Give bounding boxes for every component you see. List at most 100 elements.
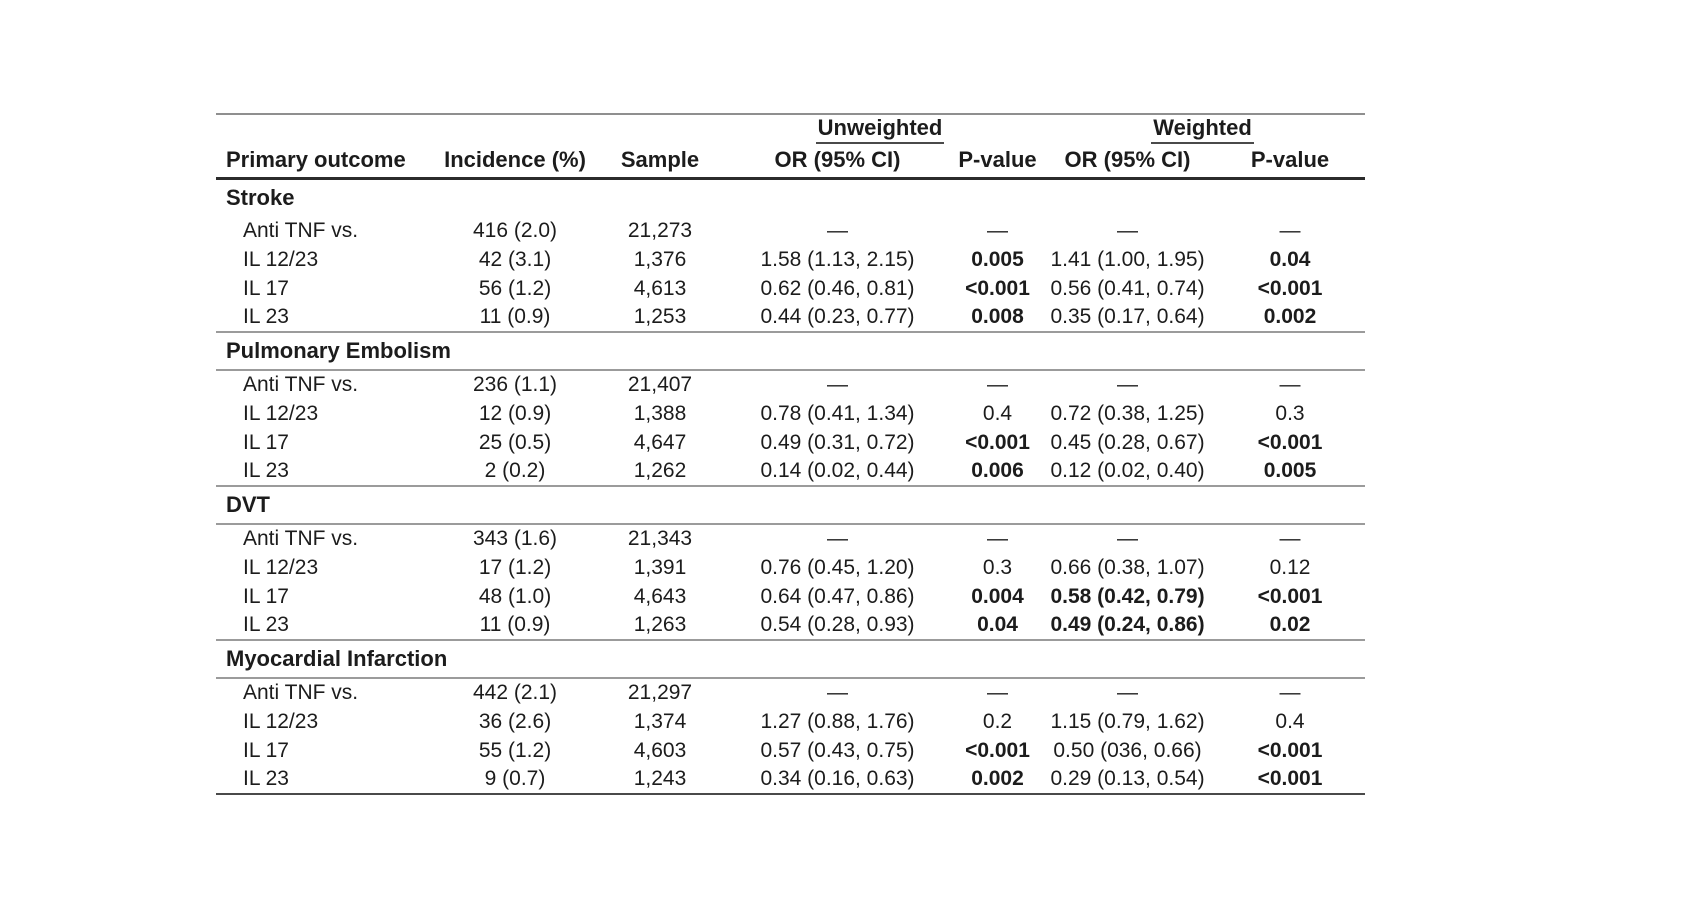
pvalue-weighted-cell: <0.001 [1257,767,1323,790]
or-unweighted-cell: 0.54 (0.28, 0.93) [760,613,915,636]
outcomes-table: Unweighted Weighted Primary outcome Inci… [216,113,1366,795]
table-row: IL 23 11 (0.9) 1,253 0.44 (0.23, 0.77) 0.008… [216,303,1365,332]
or-weighted-cell: 1.15 (0.79, 1.62) [1050,709,1205,733]
incidence-cell: 9 (0.7) [484,767,546,790]
group-header-row: Unweighted Weighted [216,114,1366,144]
or-unweighted-cell: 0.49 (0.31, 0.72) [760,430,915,454]
incidence-cell: 42 (3.1) [478,247,552,271]
pvalue-weighted-cell: 0.005 [1263,459,1317,482]
col-header-or-unweighted: OR (95% CI) [774,147,901,173]
pvalue-unweighted-cell: — [987,527,1008,550]
incidence-cell: 236 (1.1) [472,373,558,396]
pvalue-weighted-cell: — [1279,218,1301,242]
sample-cell: 21,407 [627,373,693,396]
section-title-myocardial-infarction: Myocardial Infarction [226,646,448,671]
or-unweighted-cell: — [827,373,848,396]
table-row: IL 23 2 (0.2) 1,262 0.14 (0.02, 0.44) 0.006 0… [216,457,1365,486]
incidence-cell: 48 (1.0) [478,584,552,608]
outcome-cell: Anti TNF vs. [243,527,359,550]
col-header-primary-outcome: Primary outcome [226,147,406,173]
sample-cell: 1,253 [633,305,687,328]
table-row: Anti TNF vs. 416 (2.0) 21,273 — — — — [216,216,1365,245]
pvalue-weighted-cell: 0.02 [1269,613,1311,636]
pvalue-unweighted-cell: <0.001 [965,430,1030,454]
table-row: IL 17 25 (0.5) 4,647 0.49 (0.31, 0.72) <0.00… [216,428,1365,457]
or-unweighted-cell: 0.44 (0.23, 0.77) [760,305,915,328]
outcome-cell: IL 12/23 [243,709,319,733]
incidence-cell: 11 (0.9) [479,613,551,636]
pvalue-unweighted-cell: 0.3 [982,555,1013,579]
outcomes-table-container: Unweighted Weighted Primary outcome Inci… [216,113,1366,795]
group-header-unweighted: Unweighted [815,115,945,144]
pvalue-unweighted-cell: 0.04 [977,613,1018,636]
pvalue-unweighted-cell: 0.008 [971,305,1024,328]
incidence-cell: 442 (2.1) [472,681,558,704]
or-unweighted-cell: — [827,681,848,704]
or-weighted-cell: — [1117,527,1139,550]
incidence-cell: 25 (0.5) [478,430,552,454]
or-weighted-cell: 0.50 (036, 0.66) [1053,738,1202,762]
table-row: IL 23 11 (0.9) 1,263 0.54 (0.28, 0.93) 0.04 0… [216,611,1365,640]
col-header-incidence: Incidence (%) [444,147,586,173]
or-weighted-cell: 0.72 (0.38, 1.25) [1050,401,1205,425]
outcome-cell: IL 17 [243,430,289,454]
or-weighted-cell: 0.56 (0.41, 0.74) [1050,276,1205,300]
table-row: Anti TNF vs. 343 (1.6) 21,343 — — — — [216,524,1365,553]
table-row: IL 23 9 (0.7) 1,243 0.34 (0.16, 0.63) 0.002 0… [216,765,1365,794]
pvalue-unweighted-cell: 0.005 [971,247,1024,271]
incidence-cell: 343 (1.6) [472,527,558,550]
section-title-stroke: Stroke [226,184,295,210]
sample-cell: 4,647 [633,430,687,454]
incidence-cell: 12 (0.9) [478,401,552,425]
incidence-cell: 56 (1.2) [478,276,552,300]
table-row: IL 17 48 (1.0) 4,643 0.64 (0.47, 0.86) 0.004… [216,582,1365,611]
or-unweighted-cell: 0.14 (0.02, 0.44) [760,459,915,482]
or-weighted-cell: 0.29 (0.13, 0.54) [1050,767,1205,790]
outcome-cell: IL 17 [243,276,289,300]
outcome-cell: Anti TNF vs. [243,373,359,396]
outcome-cell: Anti TNF vs. [243,218,359,242]
or-weighted-cell: 0.49 (0.24, 0.86) [1050,613,1205,636]
pvalue-weighted-cell: <0.001 [1257,738,1323,762]
sample-cell: 1,243 [633,767,687,790]
pvalue-unweighted-cell: — [987,218,1008,242]
or-unweighted-cell: 0.57 (0.43, 0.75) [760,738,915,762]
pvalue-weighted-cell: <0.001 [1257,276,1323,300]
outcome-cell: IL 12/23 [243,401,319,425]
group-header-spacer [216,114,720,144]
section-row-stroke: Stroke [216,178,1365,216]
or-unweighted-cell: 0.34 (0.16, 0.63) [760,767,915,790]
or-weighted-cell: 0.58 (0.42, 0.79) [1050,584,1205,608]
incidence-cell: 416 (2.0) [472,218,558,242]
group-header-unweighted-cell: Unweighted [720,114,1040,144]
or-weighted-cell: 0.45 (0.28, 0.67) [1050,430,1205,454]
col-header-sample: Sample [620,147,700,173]
table-body: Stroke Anti TNF vs. 416 (2.0) 21,273 — — — — IL … [216,178,1366,794]
section-row-pulmonary-embolism: Pulmonary Embolism [216,332,1366,370]
table-row: IL 12/23 12 (0.9) 1,388 0.78 (0.41, 1.34) 0.… [216,399,1365,428]
or-unweighted-cell: — [827,218,848,242]
sample-cell: 4,613 [633,276,687,300]
or-weighted-cell: — [1117,218,1139,242]
sample-cell: 21,273 [627,218,693,242]
column-header-row: Primary outcome Incidence (%) Sample OR … [216,144,1366,178]
or-weighted-cell: — [1117,373,1139,396]
table-row: IL 12/23 36 (2.6) 1,374 1.27 (0.88, 1.76) 0.… [216,707,1365,736]
or-unweighted-cell: 1.58 (1.13, 2.15) [760,247,915,271]
sample-cell: 1,374 [633,709,687,733]
pvalue-unweighted-cell: 0.004 [971,584,1024,608]
col-header-pvalue-weighted: P-value [1250,147,1330,173]
incidence-cell: 36 (2.6) [478,709,552,733]
pvalue-weighted-cell: — [1279,373,1301,396]
outcome-cell: IL 17 [243,738,289,762]
or-weighted-cell: — [1117,681,1139,704]
pvalue-unweighted-cell: <0.001 [965,276,1030,300]
or-weighted-cell: 0.12 (0.02, 0.40) [1050,459,1205,482]
table-row: IL 17 55 (1.2) 4,603 0.57 (0.43, 0.75) <0.00… [216,736,1365,765]
group-header-weighted-cell: Weighted [1040,114,1365,144]
sample-cell: 1,263 [633,613,687,636]
table-row: Anti TNF vs. 442 (2.1) 21,297 — — — — [216,678,1365,707]
sample-cell: 21,297 [627,681,693,704]
pvalue-unweighted-cell: 0.2 [982,709,1013,733]
